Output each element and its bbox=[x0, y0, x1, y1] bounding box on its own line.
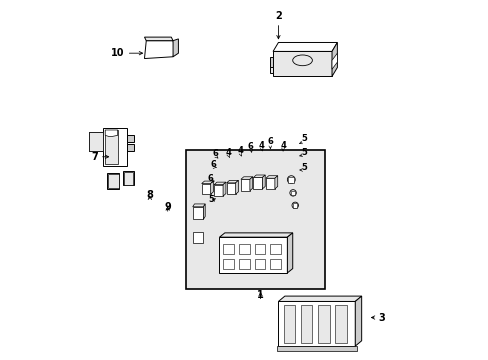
Polygon shape bbox=[144, 41, 175, 59]
Bar bbox=[254, 244, 264, 254]
Bar bbox=[254, 258, 264, 269]
Text: 8: 8 bbox=[146, 190, 153, 200]
Polygon shape bbox=[226, 183, 235, 194]
Bar bbox=[270, 258, 281, 269]
Text: 1: 1 bbox=[257, 290, 264, 300]
Text: 10: 10 bbox=[111, 48, 124, 58]
Polygon shape bbox=[241, 179, 249, 191]
Polygon shape bbox=[219, 237, 287, 273]
Polygon shape bbox=[278, 301, 354, 346]
Text: 4: 4 bbox=[237, 146, 243, 155]
Bar bbox=[335, 305, 346, 342]
Polygon shape bbox=[262, 175, 264, 189]
Bar bbox=[300, 305, 312, 342]
Polygon shape bbox=[210, 181, 213, 194]
Polygon shape bbox=[214, 185, 223, 196]
Polygon shape bbox=[226, 180, 238, 183]
Text: 4: 4 bbox=[225, 148, 231, 157]
Polygon shape bbox=[107, 174, 119, 188]
Polygon shape bbox=[272, 42, 337, 51]
Polygon shape bbox=[105, 130, 118, 164]
Polygon shape bbox=[331, 42, 337, 76]
Polygon shape bbox=[126, 135, 134, 143]
Polygon shape bbox=[223, 182, 225, 196]
Polygon shape bbox=[173, 39, 178, 57]
Text: 9: 9 bbox=[164, 202, 171, 212]
Text: 2: 2 bbox=[274, 11, 281, 21]
Polygon shape bbox=[272, 51, 331, 76]
Text: 6: 6 bbox=[210, 160, 216, 169]
Polygon shape bbox=[253, 175, 264, 177]
Bar bbox=[238, 244, 249, 254]
Polygon shape bbox=[89, 132, 103, 152]
Polygon shape bbox=[241, 177, 252, 179]
Polygon shape bbox=[214, 182, 225, 185]
Text: 5: 5 bbox=[208, 195, 214, 204]
Polygon shape bbox=[123, 172, 133, 185]
Bar bbox=[223, 258, 233, 269]
Bar bbox=[223, 244, 233, 254]
Text: 6: 6 bbox=[212, 149, 218, 158]
Polygon shape bbox=[89, 132, 103, 152]
Polygon shape bbox=[144, 37, 173, 41]
Polygon shape bbox=[201, 184, 210, 194]
Polygon shape bbox=[269, 67, 272, 73]
Bar bbox=[292, 203, 297, 207]
Bar bbox=[185, 150, 324, 289]
Polygon shape bbox=[126, 144, 134, 152]
Bar bbox=[290, 191, 295, 195]
Polygon shape bbox=[269, 57, 272, 67]
Bar bbox=[238, 258, 249, 269]
Polygon shape bbox=[219, 233, 292, 237]
Text: 7: 7 bbox=[91, 152, 98, 162]
Polygon shape bbox=[192, 204, 205, 207]
Text: 5: 5 bbox=[301, 163, 307, 172]
Bar bbox=[270, 244, 281, 254]
Text: 5: 5 bbox=[301, 148, 307, 157]
Text: 6: 6 bbox=[267, 137, 273, 146]
Polygon shape bbox=[123, 171, 134, 185]
Polygon shape bbox=[265, 178, 274, 189]
Text: 6: 6 bbox=[207, 175, 213, 184]
Polygon shape bbox=[354, 296, 361, 346]
Text: 3: 3 bbox=[378, 312, 385, 323]
Bar bbox=[283, 305, 295, 342]
Polygon shape bbox=[203, 204, 205, 219]
Text: 5: 5 bbox=[301, 134, 307, 143]
Polygon shape bbox=[331, 53, 337, 69]
Polygon shape bbox=[287, 233, 292, 273]
Polygon shape bbox=[274, 176, 277, 189]
Bar bbox=[288, 177, 294, 183]
Polygon shape bbox=[105, 130, 118, 136]
Polygon shape bbox=[103, 128, 126, 166]
Polygon shape bbox=[278, 296, 361, 301]
Text: 6: 6 bbox=[247, 141, 253, 150]
Polygon shape bbox=[276, 346, 356, 351]
Polygon shape bbox=[192, 232, 203, 243]
Polygon shape bbox=[235, 180, 238, 194]
Polygon shape bbox=[265, 176, 277, 178]
Polygon shape bbox=[192, 207, 203, 219]
Text: 4: 4 bbox=[280, 141, 285, 150]
Bar bbox=[317, 305, 329, 342]
Text: 4: 4 bbox=[258, 141, 264, 150]
Polygon shape bbox=[107, 173, 119, 189]
Polygon shape bbox=[249, 177, 252, 191]
Polygon shape bbox=[201, 181, 213, 184]
Polygon shape bbox=[253, 177, 262, 189]
